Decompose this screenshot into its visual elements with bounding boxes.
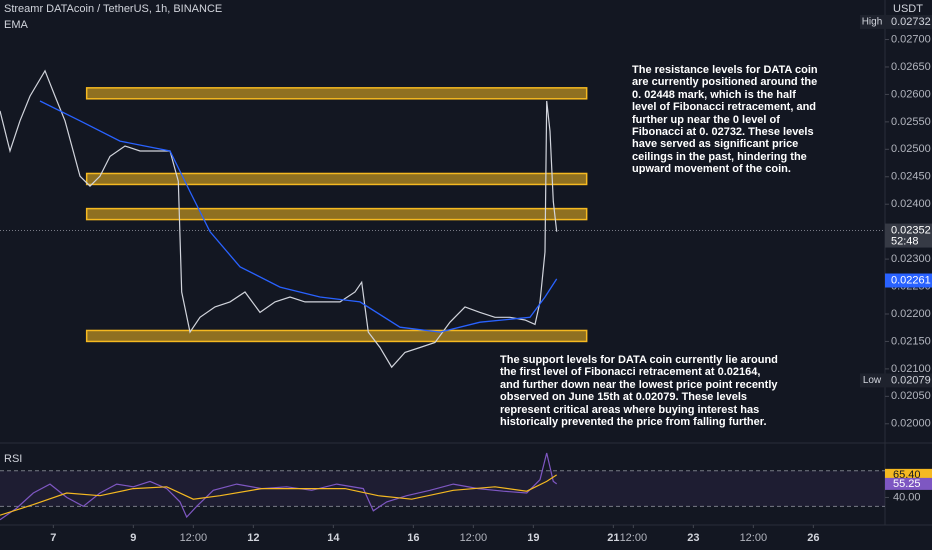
level-band xyxy=(85,329,588,343)
last-price-label: 0.02352 xyxy=(891,224,931,236)
price-line xyxy=(0,69,558,369)
x-tick-label: 12:00 xyxy=(740,532,768,544)
y-tick-label: 0.02300 xyxy=(891,253,931,265)
last-price-tag xyxy=(885,223,932,248)
price-tag-box xyxy=(860,373,885,388)
x-tick-label: 26 xyxy=(807,532,819,544)
x-tick-label: 12:00 xyxy=(620,532,648,544)
level-band xyxy=(85,207,588,221)
y-tick-label: 0.02000 xyxy=(891,418,931,430)
x-tick-label: 12 xyxy=(247,532,259,544)
x-tick-label: 19 xyxy=(527,532,539,544)
countdown: 52:48 xyxy=(891,235,919,247)
price-tag-value-box xyxy=(885,14,932,29)
x-tick-label: 9 xyxy=(130,532,136,544)
level-band xyxy=(85,172,588,186)
annotation: The support levels for DATA coin current… xyxy=(500,354,778,429)
chart-title: Streamr DATAcoin / TetherUS, 1h, BINANCE xyxy=(4,3,222,15)
annotation-text: The support levels for DATA coin current… xyxy=(500,354,778,429)
y-tick-label: 0.02100 xyxy=(891,363,931,375)
price-tag-name: High xyxy=(862,17,883,28)
annotation: The resistance levels for DATA coin are … xyxy=(632,64,818,174)
currency: USDT xyxy=(893,3,923,15)
y-tick-label: 0.02700 xyxy=(891,33,931,45)
y-tick-label: 0.02450 xyxy=(891,171,931,183)
x-tick-label: 12:00 xyxy=(180,532,208,544)
rsi-tag-label: 55.25 xyxy=(893,478,921,490)
rsi-ma-line xyxy=(0,474,558,516)
y-tick-label: 0.02600 xyxy=(891,88,931,100)
legend-ema: EMA xyxy=(4,19,29,31)
y-tick-label: 0.02650 xyxy=(891,61,931,73)
rsi-y-tick-label: 40.00 xyxy=(893,491,921,503)
level-band xyxy=(85,87,588,100)
x-tick-label: 12:00 xyxy=(460,532,488,544)
price-tag-value: 0.02079 xyxy=(891,374,931,386)
y-tick-label: 0.02050 xyxy=(891,390,931,402)
y-tick-label: 0.02500 xyxy=(891,143,931,155)
y-tick-label: 0.02400 xyxy=(891,198,931,210)
annotation-text: The resistance levels for DATA coin are … xyxy=(632,64,818,174)
ema-line xyxy=(39,100,558,333)
price-tag-box xyxy=(860,14,885,29)
rsi-band xyxy=(0,470,885,507)
rsi-tag xyxy=(885,477,932,490)
ema-tag-label: 0.02261 xyxy=(891,274,931,286)
y-tick-label: 0.02550 xyxy=(891,116,931,128)
rsi-title: RSI xyxy=(4,453,22,465)
ema-tag xyxy=(885,273,932,288)
y-tick-label: 0.02150 xyxy=(891,335,931,347)
x-tick-label: 16 xyxy=(407,532,419,544)
x-tick-label: 14 xyxy=(327,532,340,544)
rsi-tag xyxy=(885,468,932,481)
price-tag-value: 0.02732 xyxy=(891,16,931,28)
x-tick-label: 21 xyxy=(607,532,619,544)
price-tag-value-box xyxy=(885,373,932,388)
price-tag-name: Low xyxy=(863,375,882,386)
rsi-tag-label: 65.40 xyxy=(893,469,921,481)
x-tick-label: 7 xyxy=(50,532,56,544)
x-tick-label: 23 xyxy=(687,532,699,544)
y-tick-label: 0.02200 xyxy=(891,308,931,320)
